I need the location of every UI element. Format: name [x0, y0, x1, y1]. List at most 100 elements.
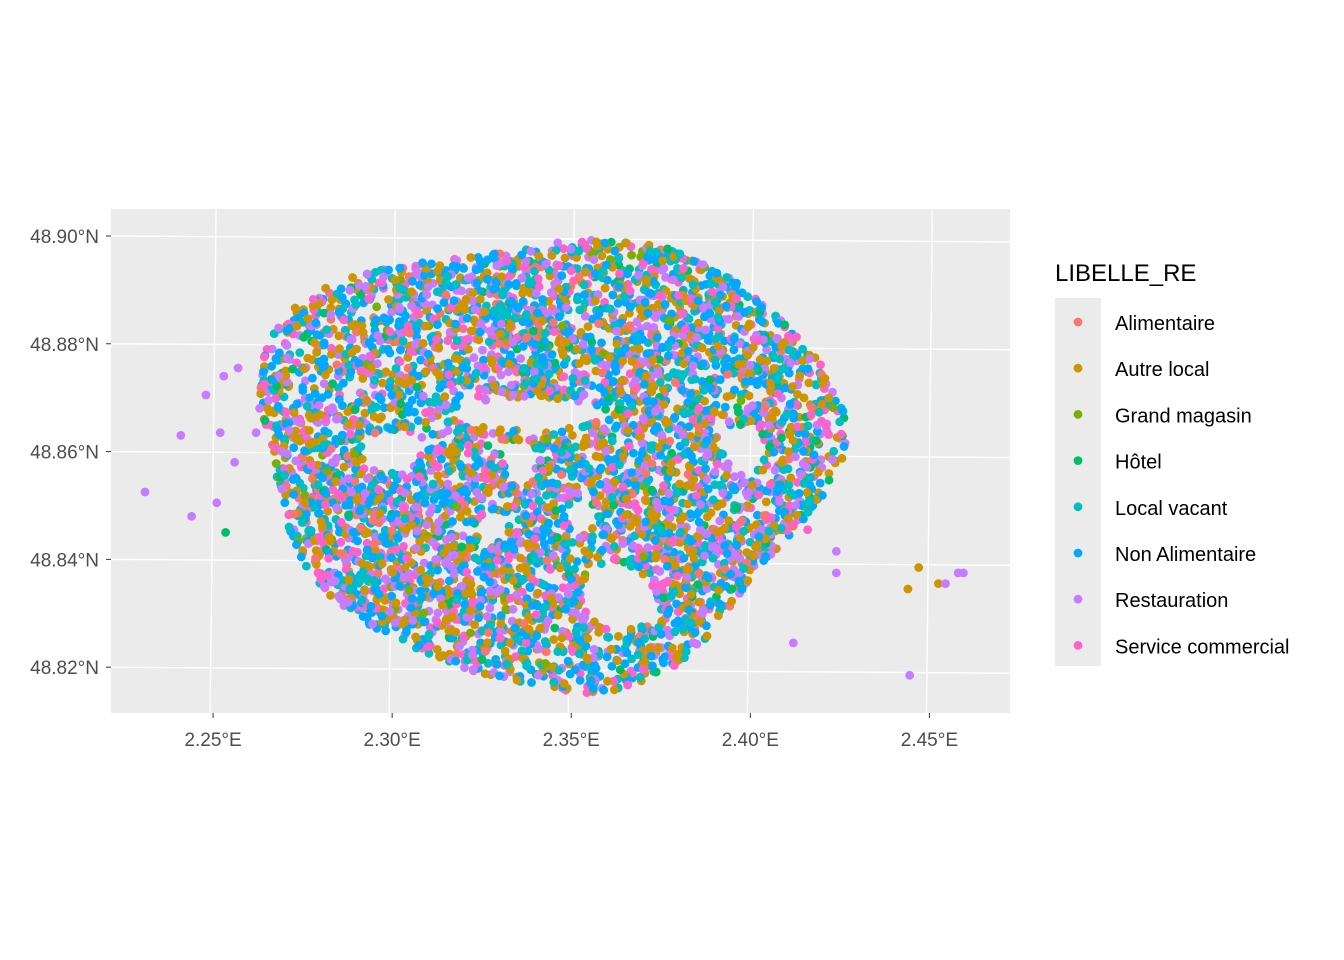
cluster-point — [717, 410, 727, 420]
cluster-point — [679, 553, 689, 563]
cluster-point — [354, 280, 364, 290]
cluster-point — [334, 592, 344, 601]
cluster-point — [754, 490, 764, 500]
cluster-point — [773, 389, 783, 399]
cluster-point — [689, 475, 699, 484]
cluster-point — [588, 524, 597, 533]
cluster-point — [294, 417, 304, 427]
cluster-point — [575, 676, 585, 685]
cluster-point — [489, 504, 499, 514]
cluster-point — [381, 626, 391, 636]
cluster-point — [798, 356, 807, 365]
cluster-point — [602, 454, 612, 463]
cluster-point — [308, 373, 317, 383]
cluster-point — [492, 261, 502, 271]
cluster-point — [582, 243, 592, 253]
cluster-point — [634, 638, 643, 647]
cluster-point — [502, 256, 512, 266]
cluster-point — [678, 309, 688, 319]
cluster-point — [536, 391, 546, 400]
cluster-point — [664, 351, 673, 361]
cluster-point — [593, 552, 602, 562]
cluster-point — [700, 551, 709, 561]
cluster-point — [638, 413, 648, 423]
cluster-point — [416, 355, 426, 365]
cluster-point — [551, 506, 561, 515]
cluster-point — [433, 526, 443, 536]
cluster-point — [506, 350, 515, 360]
cluster-point — [583, 322, 593, 331]
cluster-point — [753, 539, 762, 549]
cluster-point — [451, 491, 461, 501]
cluster-point — [524, 624, 534, 634]
cluster-point — [780, 320, 790, 330]
cluster-point — [522, 539, 532, 549]
cluster-point — [563, 656, 573, 666]
cluster-point — [469, 353, 479, 363]
cluster-point — [433, 618, 442, 627]
cluster-point — [542, 479, 551, 488]
cluster-point — [466, 628, 475, 638]
cluster-point — [499, 287, 508, 296]
cluster-point — [570, 665, 580, 675]
cluster-point — [327, 349, 336, 359]
cluster-point — [757, 525, 767, 534]
cluster-point — [322, 325, 332, 335]
cluster-point — [503, 502, 512, 511]
cluster-point — [598, 266, 608, 276]
cluster-point — [694, 617, 704, 626]
cluster-point — [328, 403, 337, 413]
cluster-point — [578, 339, 588, 349]
cluster-point — [601, 446, 611, 456]
cluster-point — [783, 514, 793, 523]
cluster-point — [631, 515, 641, 524]
cluster-point — [542, 491, 551, 500]
cluster-point — [451, 656, 461, 666]
cluster-point — [591, 296, 600, 306]
cluster-point — [634, 456, 644, 466]
cluster-point — [604, 415, 614, 425]
cluster-point — [673, 649, 683, 659]
cluster-point — [399, 572, 408, 582]
cluster-point — [466, 253, 476, 262]
cluster-point — [554, 593, 563, 602]
cluster-point — [736, 370, 746, 379]
cluster-point — [348, 546, 358, 556]
cluster-point — [334, 307, 344, 317]
cluster-point — [540, 637, 550, 646]
cluster-point — [622, 648, 632, 658]
meridian-gridline-0 — [209, 208, 217, 714]
cluster-point — [568, 374, 578, 383]
cluster-point — [637, 529, 647, 539]
cluster-point — [387, 308, 396, 317]
cluster-point — [762, 345, 771, 354]
cluster-point — [458, 362, 468, 372]
cluster-point — [716, 290, 725, 300]
cluster-point — [356, 469, 366, 479]
cluster-point — [492, 556, 502, 565]
cluster-point — [612, 339, 622, 349]
cluster-point — [536, 548, 545, 557]
cluster-point — [702, 584, 712, 593]
cluster-point — [641, 496, 651, 506]
cluster-point — [434, 343, 444, 352]
cluster-point — [357, 559, 367, 568]
cluster-point — [474, 391, 483, 401]
cluster-point — [460, 600, 469, 609]
cluster-point — [694, 318, 703, 328]
cluster-point — [288, 475, 298, 484]
cluster-point — [745, 360, 755, 370]
cluster-point — [640, 461, 650, 470]
cluster-point — [649, 323, 659, 332]
cluster-point — [375, 552, 385, 562]
cluster-point — [715, 599, 724, 609]
cluster-point — [461, 588, 470, 598]
cluster-point — [683, 499, 693, 509]
cluster-point — [603, 676, 612, 686]
cluster-point — [711, 543, 721, 553]
cluster-point — [727, 596, 737, 606]
cluster-point — [495, 633, 505, 643]
cluster-point — [596, 559, 606, 568]
cluster-point — [784, 480, 794, 490]
cluster-point — [577, 237, 587, 247]
